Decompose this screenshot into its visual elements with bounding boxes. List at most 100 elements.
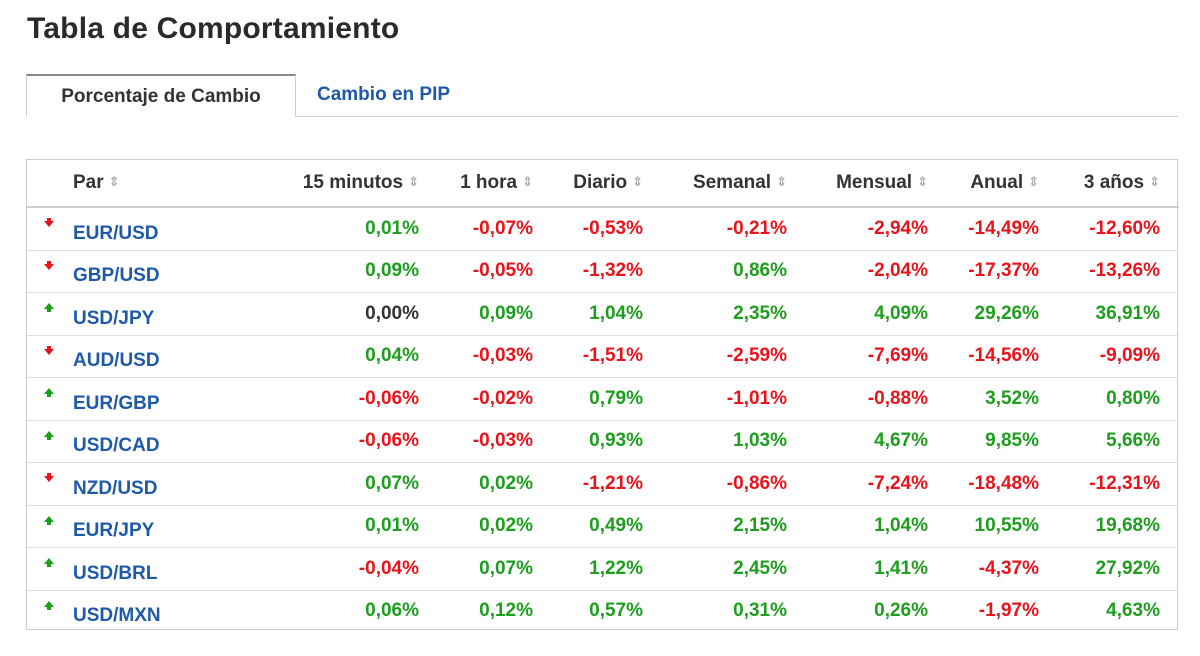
change-value-cell: 3,52% <box>928 377 1039 421</box>
arrow-up-icon <box>44 515 54 525</box>
change-value-cell: -1,32% <box>533 250 643 293</box>
table-row: NZD/USD 0,07% 0,02% -1,21% -0,86% -7,24% -18,4… <box>27 462 1179 506</box>
change-value-cell: -0,06% <box>272 377 419 421</box>
pair-cell: EUR/USD <box>27 207 272 251</box>
change-value-cell: -2,94% <box>787 207 928 251</box>
change-value-cell: -12,60% <box>1039 207 1160 251</box>
change-value-cell: 19,68% <box>1039 505 1160 548</box>
page-title: Tabla de Comportamiento <box>27 12 400 45</box>
row-spacer <box>1160 505 1179 548</box>
change-value-cell: 0,07% <box>419 547 533 591</box>
header-par[interactable]: Par ⇕ <box>27 160 272 208</box>
sort-icon[interactable]: ⇕ <box>632 174 643 189</box>
arrow-up-icon <box>44 388 54 397</box>
tab-cambio-en-pip[interactable]: Cambio en PIP <box>317 84 451 105</box>
header-label: Mensual <box>836 172 913 193</box>
table-body: EUR/USD 0,01% -0,07% -0,53% -0,21% -2,94% -14,… <box>27 207 1179 632</box>
header-anual[interactable]: Anual ⇕ <box>928 160 1039 208</box>
table-row: EUR/JPY 0,01% 0,02% 0,49% 2,15% 1,04% 10,55% 19… <box>27 505 1179 548</box>
change-value-cell: -18,48% <box>928 462 1039 506</box>
change-value-cell: -0,02% <box>419 377 533 421</box>
sort-icon[interactable]: ⇕ <box>1149 174 1160 189</box>
change-value-cell: -1,01% <box>643 377 787 421</box>
row-spacer <box>1160 207 1179 251</box>
row-spacer <box>1160 377 1179 421</box>
change-value-cell: 0,93% <box>533 420 643 463</box>
change-value-cell: 36,91% <box>1039 292 1160 336</box>
change-value-cell: -0,04% <box>272 547 419 591</box>
table-row: USD/MXN 0,06% 0,12% 0,57% 0,31% 0,26% -1,97% 4,… <box>27 590 1179 632</box>
pair-link[interactable]: EUR/USD <box>73 222 159 244</box>
change-value-cell: 0,00% <box>272 292 419 336</box>
change-value-cell: -0,03% <box>419 420 533 463</box>
table-row: EUR/GBP -0,06% -0,02% 0,79% -1,01% -0,88% 3,52… <box>27 377 1179 421</box>
arrow-up-icon <box>44 558 54 567</box>
sort-icon[interactable]: ⇕ <box>1028 174 1039 189</box>
pair-link[interactable]: USD/JPY <box>73 307 155 329</box>
change-value-cell: -0,86% <box>643 462 787 506</box>
header-label: 15 minutos <box>302 172 404 193</box>
change-value-cell: 0,09% <box>419 292 533 336</box>
arrow-down-icon <box>44 218 54 227</box>
change-value-cell: 10,55% <box>928 505 1039 548</box>
sort-icon[interactable]: ⇕ <box>776 174 787 189</box>
change-value-cell: 0,79% <box>533 377 643 421</box>
header-3-anos[interactable]: 3 años ⇕ <box>1039 160 1160 208</box>
arrow-up-icon <box>44 303 54 312</box>
change-value-cell: 1,41% <box>787 547 928 591</box>
pair-cell: EUR/JPY <box>27 505 272 548</box>
change-value-cell: -4,37% <box>928 547 1039 591</box>
pair-cell: NZD/USD <box>27 462 272 506</box>
change-value-cell: -13,26% <box>1039 250 1160 293</box>
sort-icon[interactable]: ⇕ <box>917 174 928 189</box>
pair-link[interactable]: EUR/GBP <box>73 392 160 414</box>
change-value-cell: 1,03% <box>643 420 787 463</box>
arrow-down-icon <box>44 345 54 355</box>
pair-link[interactable]: GBP/USD <box>73 265 160 287</box>
tab-bar: Porcentaje de Cambio Cambio en PIP <box>26 74 1178 117</box>
pair-link[interactable]: NZD/USD <box>73 477 158 499</box>
pair-link[interactable]: EUR/JPY <box>73 520 155 542</box>
pair-link[interactable]: USD/BRL <box>73 562 158 584</box>
change-value-cell: 0,31% <box>733 600 787 622</box>
tab-porcentaje-de-cambio[interactable]: Porcentaje de Cambio <box>26 74 296 117</box>
change-value-cell: 0,49% <box>533 505 643 548</box>
change-value-cell: 4,09% <box>787 292 928 336</box>
change-value-cell: 0,07% <box>272 462 419 506</box>
table-row: GBP/USD 0,09% -0,05% -1,32% 0,86% -2,04% -17,3… <box>27 250 1179 293</box>
change-value-cell: -0,53% <box>533 207 643 251</box>
change-value-cell: 2,45% <box>643 547 787 591</box>
row-spacer <box>1160 462 1179 506</box>
row-spacer <box>1160 590 1179 632</box>
table-row: USD/CAD -0,06% -0,03% 0,93% 1,03% 4,67% 9,85% 5… <box>27 420 1179 463</box>
pair-link[interactable]: USD/MXN <box>73 605 161 627</box>
sort-icon[interactable]: ⇕ <box>408 174 419 189</box>
change-value-cell: -0,05% <box>419 250 533 293</box>
header-label: 3 años <box>1083 172 1145 193</box>
change-value-cell: -2,59% <box>643 335 787 378</box>
change-value-cell: -0,21% <box>643 207 787 251</box>
table-header-row: Par ⇕ 15 minutos ⇕ 1 hora ⇕ Diario ⇕ Semanal ⇕ Men… <box>27 160 1179 208</box>
header-diario[interactable]: Diario ⇕ <box>533 160 643 208</box>
change-value-cell: 0,01% <box>272 505 419 548</box>
sort-icon[interactable]: ⇕ <box>522 174 533 189</box>
change-value-cell: 0,02% <box>419 462 533 506</box>
change-value-cell: 5,66% <box>1039 420 1160 463</box>
row-spacer <box>1160 547 1179 591</box>
header-mensual[interactable]: Mensual ⇕ <box>787 160 928 208</box>
row-spacer <box>1160 335 1179 378</box>
change-value-cell: -1,51% <box>533 335 643 378</box>
header-semanal[interactable]: Semanal ⇕ <box>643 160 787 208</box>
pair-link[interactable]: AUD/USD <box>73 350 160 372</box>
change-value-cell: -0,07% <box>419 207 533 251</box>
change-value-cell: 0,04% <box>272 335 419 378</box>
header-label: Semanal <box>692 172 772 193</box>
change-value-cell: -17,37% <box>928 250 1039 293</box>
row-spacer <box>1160 420 1179 463</box>
table-row: EUR/USD 0,01% -0,07% -0,53% -0,21% -2,94% -14,… <box>27 207 1179 251</box>
sort-icon[interactable]: ⇕ <box>108 174 120 189</box>
pair-link[interactable]: USD/CAD <box>73 435 160 457</box>
header-1-hora[interactable]: 1 hora ⇕ <box>419 160 533 208</box>
change-value-cell: -0,88% <box>787 377 928 421</box>
header-15-minutos[interactable]: 15 minutos ⇕ <box>272 160 419 208</box>
